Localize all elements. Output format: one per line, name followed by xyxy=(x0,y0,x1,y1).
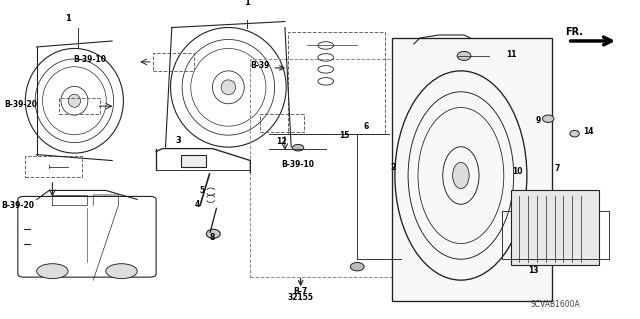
Circle shape xyxy=(36,264,68,278)
Bar xyxy=(511,190,599,265)
Bar xyxy=(288,32,385,134)
Text: B-39-20: B-39-20 xyxy=(1,201,35,211)
Ellipse shape xyxy=(543,115,554,122)
Text: 3: 3 xyxy=(175,136,181,145)
Circle shape xyxy=(106,264,137,278)
Text: B-39-20: B-39-20 xyxy=(4,100,38,109)
Text: 2: 2 xyxy=(390,162,397,172)
Text: 13: 13 xyxy=(528,266,538,275)
Ellipse shape xyxy=(570,130,579,137)
Bar xyxy=(26,156,82,177)
Text: 32155: 32155 xyxy=(287,293,314,301)
Text: 14: 14 xyxy=(584,127,594,136)
Text: 12: 12 xyxy=(276,137,287,146)
Text: B-39-10: B-39-10 xyxy=(74,55,107,64)
Text: B-39-10: B-39-10 xyxy=(281,160,314,168)
Ellipse shape xyxy=(452,162,469,189)
Text: 7: 7 xyxy=(554,164,560,173)
Text: 1: 1 xyxy=(244,0,250,7)
Bar xyxy=(181,155,206,167)
Text: 6: 6 xyxy=(364,122,369,131)
Text: 15: 15 xyxy=(339,130,350,139)
Bar xyxy=(153,53,194,71)
Text: 11: 11 xyxy=(506,50,516,59)
Bar xyxy=(59,98,100,114)
Ellipse shape xyxy=(292,145,304,151)
Bar xyxy=(392,38,552,301)
Ellipse shape xyxy=(68,94,81,107)
Text: 4: 4 xyxy=(195,200,200,209)
Ellipse shape xyxy=(350,263,364,271)
Text: 8: 8 xyxy=(210,234,215,242)
Ellipse shape xyxy=(221,80,236,95)
Bar xyxy=(250,59,408,277)
Text: B-39: B-39 xyxy=(250,61,269,70)
Text: FR.: FR. xyxy=(565,27,583,37)
Text: SCVAB1600A: SCVAB1600A xyxy=(531,300,580,309)
Text: 10: 10 xyxy=(512,167,523,176)
Bar xyxy=(260,114,304,132)
Ellipse shape xyxy=(206,229,220,238)
Text: 1: 1 xyxy=(65,14,71,23)
Text: 5: 5 xyxy=(199,186,204,196)
Text: 9: 9 xyxy=(536,116,541,125)
Text: B-7: B-7 xyxy=(294,286,308,296)
Ellipse shape xyxy=(457,51,471,60)
